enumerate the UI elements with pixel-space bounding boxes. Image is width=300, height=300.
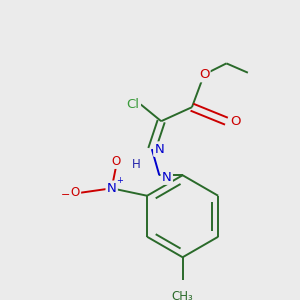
Text: O: O (112, 155, 121, 168)
Text: +: + (117, 176, 124, 185)
Text: O: O (71, 187, 80, 200)
Text: H: H (132, 158, 140, 171)
Text: O: O (199, 68, 209, 81)
Text: −: − (61, 190, 71, 200)
Text: N: N (107, 182, 117, 195)
Text: N: N (154, 142, 164, 156)
Text: Cl: Cl (127, 98, 140, 111)
Text: O: O (230, 115, 241, 128)
Text: N: N (162, 171, 172, 184)
Text: CH₃: CH₃ (172, 290, 194, 300)
